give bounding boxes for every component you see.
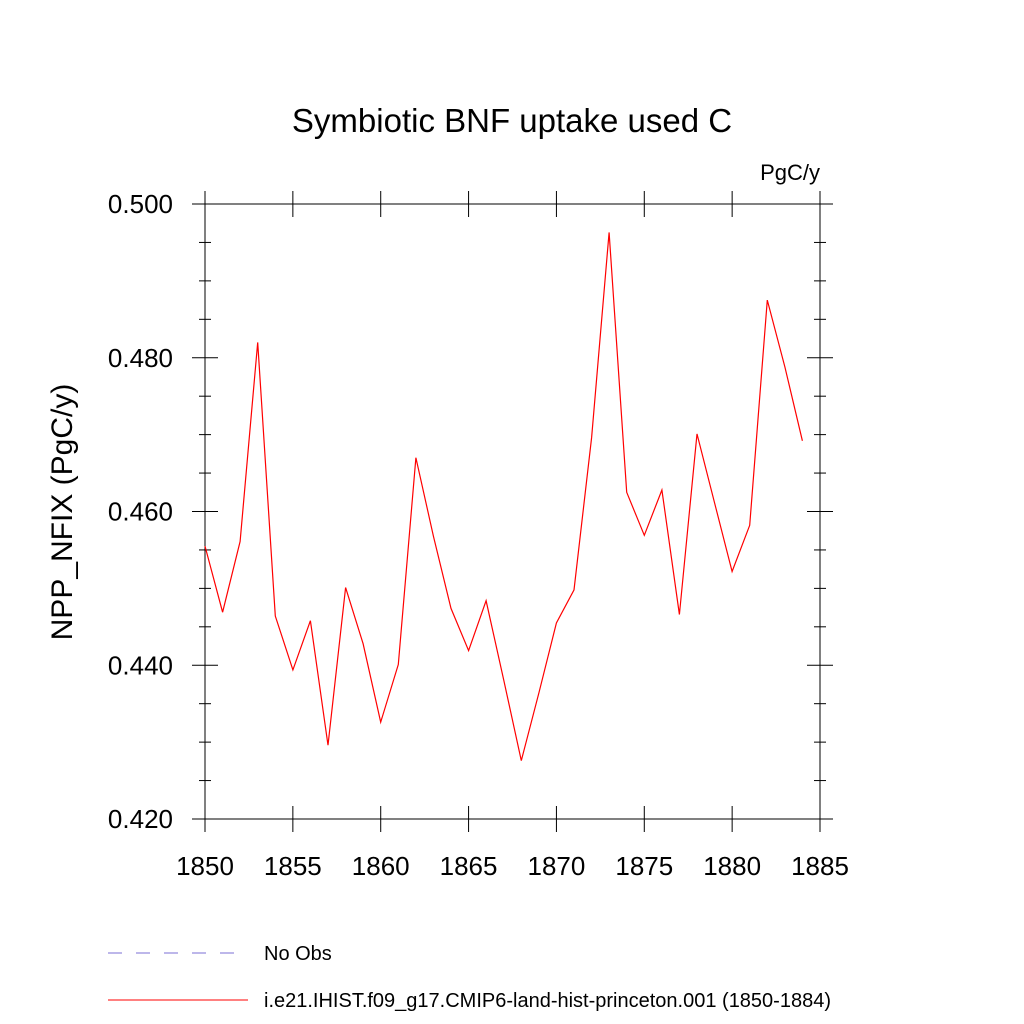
x-axis-ticks: 1850 1855 1860 1865 1870 1875 1880 1885 — [176, 191, 849, 881]
x-tick-label: 1850 — [176, 851, 234, 881]
y-tick-label: 0.460 — [108, 497, 173, 527]
x-tick-label: 1855 — [264, 851, 322, 881]
y-axis-ticks: 0.420 0.440 0.460 0.480 0.500 — [108, 189, 833, 834]
y-tick-label: 0.420 — [108, 804, 173, 834]
series-layer — [204, 232, 803, 761]
y-tick-label: 0.500 — [108, 189, 173, 219]
plot-frame — [204, 203, 821, 820]
y-tick-label: 0.440 — [108, 650, 173, 680]
y-axis-label: NPP_NFIX (PgC/y) — [46, 384, 79, 641]
x-tick-label: 1885 — [791, 851, 849, 881]
x-tick-label: 1865 — [440, 851, 498, 881]
legend-label: i.e21.IHIST.f09_g17.CMIP6-land-hist-prin… — [264, 990, 831, 1012]
units-label: PgC/y — [760, 160, 820, 185]
x-tick-label: 1870 — [528, 851, 586, 881]
x-tick-label: 1880 — [703, 851, 761, 881]
series-line — [204, 232, 803, 761]
legend: No Obs i.e21.IHIST.f09_g17.CMIP6-land-his… — [108, 943, 831, 1012]
legend-label: No Obs — [264, 943, 332, 965]
chart-title: Symbiotic BNF uptake used C — [292, 102, 732, 139]
y-tick-label: 0.480 — [108, 343, 173, 373]
x-tick-label: 1875 — [615, 851, 673, 881]
x-tick-label: 1860 — [352, 851, 410, 881]
